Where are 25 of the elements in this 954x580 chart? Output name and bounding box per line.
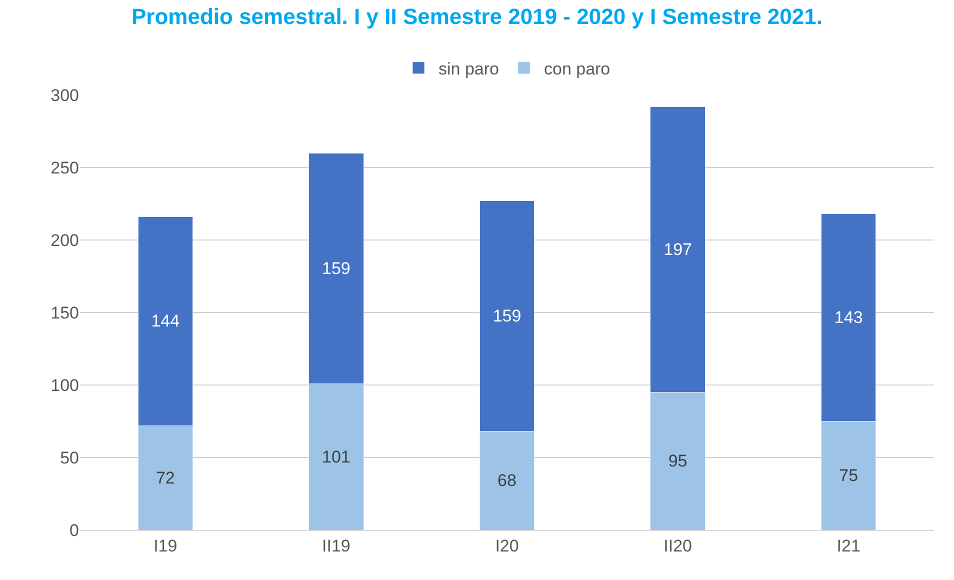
- data-label: 72: [156, 468, 175, 488]
- data-label: 75: [839, 466, 858, 486]
- y-tick-label: 150: [50, 303, 79, 322]
- x-tick-label: I20: [495, 536, 519, 556]
- x-tick-label: I21: [836, 536, 860, 556]
- y-tick-label: 50: [60, 448, 79, 468]
- y-tick-label: 250: [50, 158, 79, 178]
- data-label: 197: [664, 240, 692, 259]
- y-tick-label: 200: [50, 230, 79, 250]
- y-tick-label: 100: [50, 376, 79, 395]
- data-label: 144: [151, 312, 180, 331]
- legend-label: con paro: [544, 59, 610, 78]
- data-label: 143: [834, 308, 863, 328]
- x-tick-label: II19: [322, 536, 350, 556]
- legend-label: sin paro: [438, 59, 499, 78]
- x-tick-label: I19: [154, 536, 178, 556]
- data-label: 159: [322, 258, 350, 278]
- y-tick-label: 0: [70, 520, 79, 540]
- chart-title: Promedio semestral. I y II Semestre 2019 - 2020 y I Semestre 2021.: [132, 4, 822, 30]
- x-tick-label: II20: [664, 536, 692, 556]
- data-label: 101: [322, 447, 350, 466]
- data-label: 68: [498, 471, 516, 490]
- data-label: 95: [668, 452, 688, 471]
- data-label: 159: [492, 306, 522, 326]
- y-tick-label: 300: [50, 86, 79, 105]
